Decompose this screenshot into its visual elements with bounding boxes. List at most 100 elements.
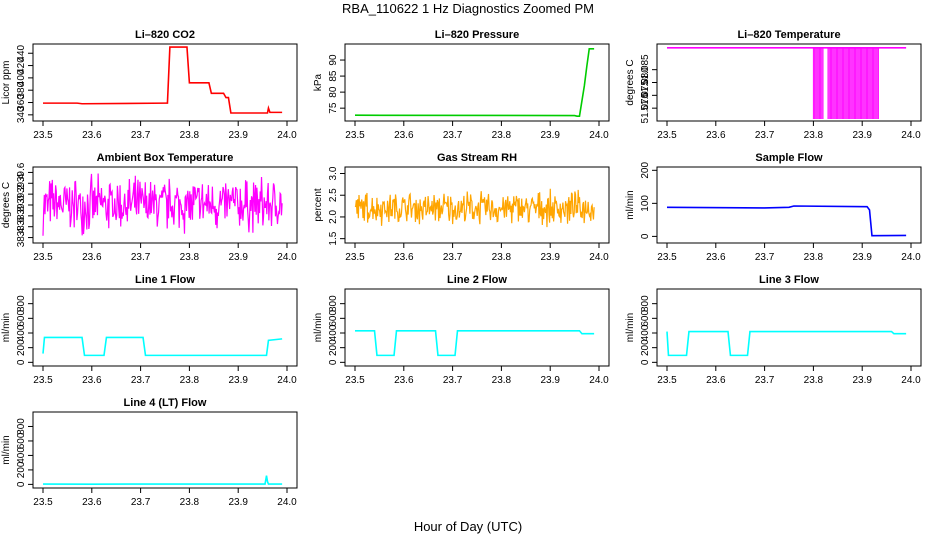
x-tick-label: 23.7 bbox=[131, 375, 151, 386]
panel-title: Line 2 Flow bbox=[447, 274, 507, 286]
data-series-sample-flow bbox=[666, 205, 907, 237]
x-tick-label: 23.6 bbox=[394, 252, 414, 263]
plot-frame bbox=[32, 411, 298, 489]
plot-frame bbox=[344, 43, 610, 122]
y-tick-label: 800 bbox=[640, 295, 651, 312]
figure-title: RBA_110622 1 Hz Diagnostics Zoomed PM bbox=[342, 1, 594, 16]
y-tick-label: 1.5 bbox=[328, 231, 339, 245]
y-tick-label: 0 bbox=[16, 359, 27, 365]
x-tick-label: 24.0 bbox=[589, 252, 609, 263]
y-tick-label: 200 bbox=[640, 162, 651, 179]
plot-frame bbox=[656, 288, 922, 367]
y-tick-label: 800 bbox=[328, 295, 339, 312]
figure-x-axis-label: Hour of Day (UTC) bbox=[414, 519, 522, 534]
x-tick-label: 23.9 bbox=[228, 375, 248, 386]
x-tick-label: 23.9 bbox=[228, 497, 248, 508]
plot-frame bbox=[344, 288, 610, 367]
x-tick-label: 23.6 bbox=[706, 375, 726, 386]
x-tick-label: 23.8 bbox=[180, 252, 200, 263]
panel-1: Li–820 CO2 Licor ppm 23.5 23.6 23.7 23.8 23.9 2… bbox=[1, 29, 298, 141]
data-series-rh bbox=[354, 188, 595, 228]
panel-title: Line 4 (LT) Flow bbox=[124, 397, 207, 409]
x-tick-label: 23.8 bbox=[804, 252, 824, 263]
x-tick-label: 23.5 bbox=[345, 252, 365, 263]
panel-5: Gas Stream RH percent 23.5 23.6 23.7 23.8 23.9… bbox=[313, 152, 610, 263]
x-tick-label: 23.8 bbox=[180, 130, 200, 141]
x-tick-label: 23.5 bbox=[345, 375, 365, 386]
y-tick-label: 440 bbox=[16, 44, 27, 61]
x-tick-label: 23.7 bbox=[131, 497, 151, 508]
y-axis-label: percent bbox=[313, 188, 324, 222]
x-tick-label: 23.9 bbox=[852, 375, 872, 386]
x-tick-label: 23.9 bbox=[852, 252, 872, 263]
panel-9: Line 3 Flow ml/min 23.5 23.6 23.7 23.8 23.9 24.… bbox=[625, 274, 922, 386]
plot-frame bbox=[344, 166, 610, 244]
y-tick-label: 200 bbox=[16, 461, 27, 478]
y-tick-label: 0 bbox=[16, 481, 27, 487]
y-axis-label: ml/min bbox=[625, 313, 636, 342]
y-tick-label: 420 bbox=[16, 57, 27, 74]
x-tick-label: 23.5 bbox=[33, 130, 53, 141]
y-axis-label: kPa bbox=[313, 73, 324, 91]
panel-title: Sample Flow bbox=[755, 152, 823, 164]
x-tick-label: 24.0 bbox=[901, 130, 921, 141]
y-tick-label: 380 bbox=[16, 81, 27, 98]
y-tick-label: 340 bbox=[16, 106, 27, 123]
y-axis-label: degrees C bbox=[625, 59, 636, 105]
x-tick-label: 23.9 bbox=[540, 252, 560, 263]
y-tick-label: 39.0 bbox=[16, 195, 27, 215]
x-tick-label: 24.0 bbox=[277, 497, 297, 508]
panel-2: Li–820 Pressure kPa 23.5 23.6 23.7 23.8 23.9 24… bbox=[313, 29, 610, 141]
y-axis-label: ml/min bbox=[625, 190, 636, 219]
panel-title: Ambient Box Temperature bbox=[97, 152, 234, 164]
x-tick-label: 23.7 bbox=[755, 252, 775, 263]
data-series-line-4 bbox=[42, 475, 283, 486]
panels: Li–820 CO2 Licor ppm 23.5 23.6 23.7 23.8 23.9 2… bbox=[1, 29, 922, 508]
y-tick-label: 600 bbox=[16, 432, 27, 449]
y-axis-label: degrees C bbox=[1, 182, 12, 228]
y-axis-label: ml/min bbox=[1, 435, 12, 464]
x-tick-label: 23.8 bbox=[180, 497, 200, 508]
panel-7: Line 1 Flow ml/min 23.5 23.6 23.7 23.8 23.9 24.… bbox=[1, 274, 298, 386]
y-tick-label: 0 bbox=[328, 359, 339, 365]
y-tick-label: 38.8 bbox=[16, 206, 27, 226]
y-tick-label: 0 bbox=[640, 359, 651, 365]
y-tick-label: 90 bbox=[328, 54, 339, 66]
data-series-box-temp bbox=[42, 173, 283, 236]
panel-title: Line 3 Flow bbox=[759, 274, 819, 286]
x-tick-label: 24.0 bbox=[589, 375, 609, 386]
y-tick-label: 400 bbox=[328, 324, 339, 341]
y-tick-label: 39.6 bbox=[16, 162, 27, 182]
x-tick-label: 24.0 bbox=[901, 375, 921, 386]
data-series-line-2 bbox=[355, 329, 595, 357]
plot-frame bbox=[656, 43, 922, 122]
x-tick-label: 23.6 bbox=[394, 375, 414, 386]
x-tick-label: 24.0 bbox=[277, 375, 297, 386]
y-tick-label: 2.5 bbox=[328, 188, 339, 202]
y-tick-label: 600 bbox=[328, 310, 339, 327]
y-tick-label: 600 bbox=[640, 310, 651, 327]
y-tick-label: 51.080 bbox=[640, 67, 651, 98]
panel-title: Line 1 Flow bbox=[135, 274, 195, 286]
x-tick-label: 24.0 bbox=[589, 130, 609, 141]
plot-frame bbox=[32, 43, 298, 122]
x-tick-label: 23.9 bbox=[228, 130, 248, 141]
y-axis-label: ml/min bbox=[1, 313, 12, 342]
x-tick-label: 23.7 bbox=[755, 375, 775, 386]
y-tick-label: 200 bbox=[16, 339, 27, 356]
y-tick-label: 38.4 bbox=[16, 227, 27, 247]
x-tick-label: 23.6 bbox=[82, 252, 102, 263]
panel-4: Ambient Box Temperature degrees C 23.5 23.6… bbox=[1, 152, 298, 263]
x-tick-label: 23.6 bbox=[82, 130, 102, 141]
plot-frame bbox=[32, 288, 298, 367]
y-tick-label: 85 bbox=[328, 70, 339, 82]
y-tick-label: 360 bbox=[16, 94, 27, 111]
y-tick-label: 51.085 bbox=[640, 54, 651, 85]
y-tick-label: 0 bbox=[640, 233, 651, 239]
y-tick-label: 200 bbox=[640, 339, 651, 356]
x-tick-label: 23.8 bbox=[804, 375, 824, 386]
data-series-line-1 bbox=[42, 336, 283, 357]
data-series-pressure bbox=[354, 48, 595, 117]
